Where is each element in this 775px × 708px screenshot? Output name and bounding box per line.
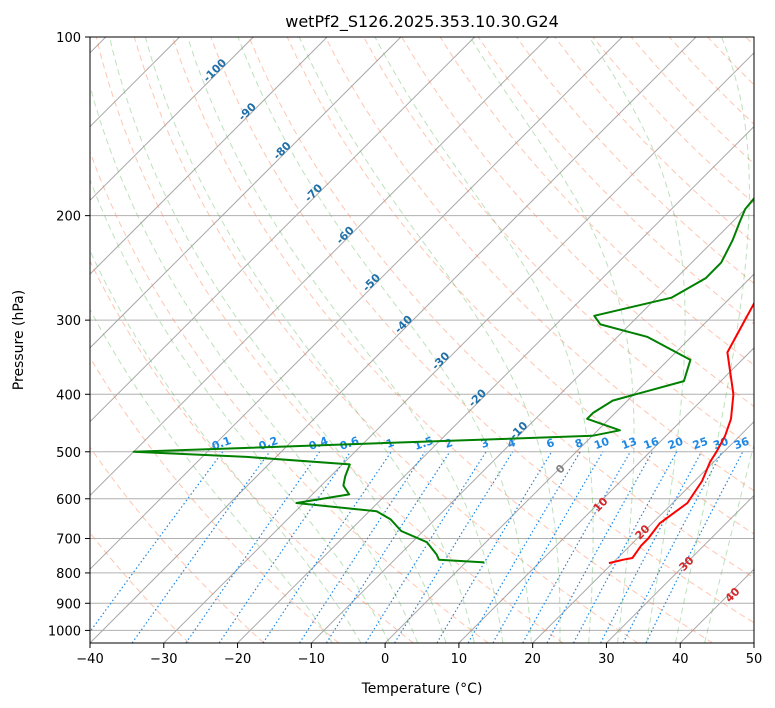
isotherm-line xyxy=(90,37,476,423)
dry-adiabat-line xyxy=(172,37,713,643)
y-tick-label: 200 xyxy=(56,210,81,225)
mixing-ratio-line xyxy=(436,451,553,643)
mixing-ratio-label: 20 xyxy=(666,435,685,453)
mixing-ratio-label: 25 xyxy=(691,435,710,452)
dry-adiabat-line xyxy=(286,37,754,535)
mixing-ratio-label: 1.5 xyxy=(412,434,435,453)
plot-background xyxy=(90,37,754,643)
mixing-ratio-label: 2 xyxy=(443,436,455,451)
x-tick-label: −10 xyxy=(298,652,325,667)
moist-adiabat-line xyxy=(588,37,686,643)
y-axis-ticks: 100 200 300 400 500 600 700 800 900 1000 xyxy=(48,31,90,639)
dry-adiabat-line xyxy=(90,356,339,643)
moist-adiabat-line xyxy=(704,442,754,643)
mixing-ratio-label: 4 xyxy=(506,436,518,451)
dry-adiabat-line xyxy=(95,37,564,643)
moist-adiabat-line xyxy=(469,37,635,643)
dry-adiabat-line xyxy=(90,259,414,643)
isotherm-line xyxy=(310,199,754,643)
dry-adiabat-line xyxy=(210,37,754,624)
mixing-ratio-line xyxy=(262,451,392,643)
moist-adiabat-line xyxy=(90,84,419,643)
y-tick-label: 700 xyxy=(56,533,81,548)
moist-adiabat-line xyxy=(187,37,504,643)
dewpoint-profile-line xyxy=(132,196,754,564)
x-tick-label: 30 xyxy=(598,652,615,667)
mixing-ratio-line xyxy=(600,451,703,643)
mixing-ratio-label: 8 xyxy=(573,436,585,451)
mixing-ratio-line xyxy=(185,451,321,643)
mixing-ratio-line xyxy=(546,451,654,643)
y-axis-label: Pressure (hPa) xyxy=(11,290,27,390)
y-tick-label: 100 xyxy=(56,31,81,46)
y-tick-label: 400 xyxy=(56,388,81,403)
mixing-ratio-line xyxy=(299,451,426,643)
mixing-ratio-label: 3 xyxy=(479,436,491,451)
y-tick-label: 500 xyxy=(56,446,81,461)
moist-adiabat-line xyxy=(144,37,475,643)
x-axis-ticks: −40 −30 −20 −10 0 10 20 30 40 50 xyxy=(76,643,762,667)
moist-adiabat-line xyxy=(298,37,561,643)
dry-adiabat-line xyxy=(324,37,754,492)
dry-adiabat-line xyxy=(248,37,754,579)
y-tick-label: 900 xyxy=(56,597,81,612)
isotherm-line xyxy=(237,125,754,643)
profiles xyxy=(132,196,754,565)
moist-adiabat-line xyxy=(90,249,362,643)
isotherm-line xyxy=(163,52,754,643)
mixing-ratio-line xyxy=(365,451,487,643)
mixing-ratio-label: 13 xyxy=(620,435,639,452)
mixing-ratio-line xyxy=(131,451,271,643)
moist-adiabat-line xyxy=(237,37,532,643)
isotherm-line xyxy=(606,494,754,643)
dry-adiabat-line xyxy=(133,37,639,643)
y-tick-label: 300 xyxy=(56,314,81,329)
isotherm-line xyxy=(90,37,697,643)
y-tick-label: 800 xyxy=(56,567,81,582)
chart-title: wetPf2_S126.2025.353.10.30.G24 xyxy=(285,12,559,32)
mixing-ratio-line xyxy=(218,451,351,643)
moist-adiabat-line xyxy=(109,37,447,643)
background-lines xyxy=(90,37,754,643)
moist-adiabat-line xyxy=(374,37,594,643)
x-tick-label: 40 xyxy=(672,652,689,667)
temperature-profile-line xyxy=(608,301,754,565)
isotherm-line xyxy=(90,37,402,349)
mixing-ratio-label: 0.4 xyxy=(307,434,330,453)
isotherm-line xyxy=(458,347,754,643)
y-tick-label: 1000 xyxy=(48,624,81,639)
x-tick-label: 50 xyxy=(746,652,763,667)
x-tick-label: 10 xyxy=(451,652,468,667)
isotherm-line xyxy=(753,642,754,643)
mixing-ratio-line xyxy=(522,451,631,643)
mixing-ratio-line xyxy=(90,451,224,633)
mixing-ratio-line xyxy=(572,451,678,643)
mixing-ratio-line xyxy=(325,451,451,643)
plot-frame xyxy=(89,36,755,644)
isotherm-line xyxy=(90,37,623,570)
moist-adiabat-line xyxy=(675,37,750,643)
moist-adiabat-line xyxy=(90,308,333,643)
x-tick-label: −30 xyxy=(150,652,177,667)
mixing-ratio-label: 36 xyxy=(732,435,751,453)
x-tick-label: 20 xyxy=(524,652,541,667)
isotherm-line xyxy=(90,37,328,275)
mixing-ratio-label: 10 xyxy=(592,435,611,453)
moist-adiabat-line xyxy=(90,178,390,643)
isotherm-line xyxy=(532,420,754,643)
mixing-ratio-label: 6 xyxy=(545,436,557,451)
isotherm-line xyxy=(90,37,254,202)
isotherm-line xyxy=(90,37,549,497)
x-axis-label: Temperature (°C) xyxy=(361,681,483,697)
y-tick-label: 600 xyxy=(56,493,81,508)
x-tick-label: −20 xyxy=(224,652,251,667)
dry-adiabat-line xyxy=(90,446,265,643)
dry-adiabat-line xyxy=(516,37,754,285)
mixing-ratio-line xyxy=(645,451,744,643)
mixing-ratio-label: 16 xyxy=(642,435,661,453)
x-tick-label: 0 xyxy=(381,652,389,667)
isotherm-line xyxy=(384,273,754,643)
x-tick-label: −40 xyxy=(76,652,103,667)
